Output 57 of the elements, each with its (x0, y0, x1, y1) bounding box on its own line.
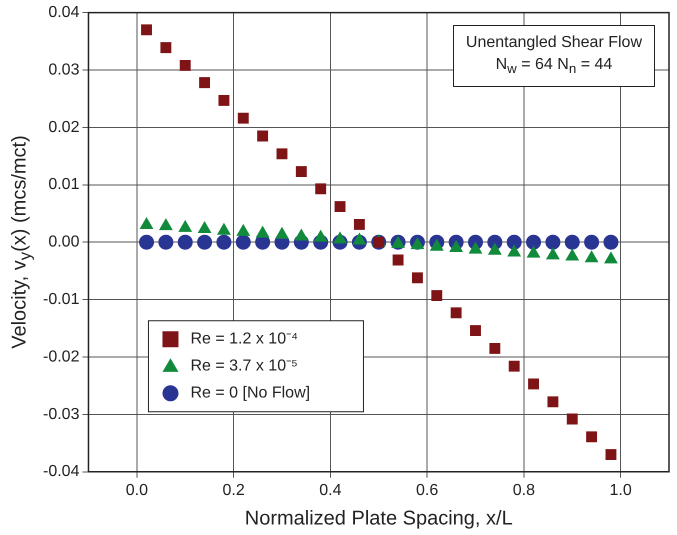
y-tick-label: 0.00 (48, 234, 80, 251)
point (506, 234, 522, 250)
point (180, 60, 191, 71)
point (218, 94, 230, 106)
x-tick-label: 0.4 (319, 482, 342, 499)
point (508, 360, 520, 372)
x-tick-label: 0.2 (222, 482, 245, 499)
point (178, 234, 193, 250)
y-tick-label: 0.03 (48, 61, 80, 78)
point (197, 234, 212, 250)
point (276, 148, 288, 160)
annotation: N$_{w}$ = 64 N$_{n}$ = 44 (494, 54, 614, 78)
point (526, 234, 542, 250)
x-tick-label: 0.6 (416, 482, 438, 499)
point (334, 201, 346, 212)
legend-label: Re = 1.2 x 10⁻⁴ (190, 330, 298, 348)
y-tick-label: -0.01 (43, 291, 80, 308)
point (238, 112, 249, 124)
y-tick-label: -0.02 (43, 348, 80, 366)
point (547, 396, 558, 408)
point (586, 431, 598, 442)
point (257, 130, 268, 142)
point (450, 307, 462, 318)
legend-label: Re = 0 [No Flow] (190, 384, 310, 402)
y-tick-label: 0.02 (48, 118, 80, 136)
y-tick-label: 0.04 (48, 4, 80, 22)
point (605, 449, 616, 460)
point (296, 166, 307, 178)
point (545, 234, 560, 250)
y-tick-label: 0.01 (48, 176, 80, 194)
legend-label: Re = 3.7 x 10⁻⁵ (190, 358, 298, 375)
point (431, 290, 442, 302)
point (199, 77, 210, 88)
point (158, 234, 174, 250)
point (216, 234, 232, 250)
point (236, 234, 251, 250)
x-tick-label: 1.0 (609, 482, 632, 499)
point (489, 342, 500, 354)
point (470, 325, 481, 336)
point (566, 414, 578, 424)
point (412, 272, 423, 284)
point (139, 234, 154, 250)
annotation: Unentangled Shear Flow (466, 32, 642, 53)
point (392, 254, 404, 266)
y-tick-label: -0.04 (43, 463, 80, 480)
x-axis-title: Normalized Plate Spacing, x/L (244, 508, 513, 530)
point (160, 42, 172, 54)
x-tick-label: 0.8 (512, 482, 536, 499)
x-tick-label: 0.0 (126, 482, 148, 499)
point (584, 234, 600, 250)
y-tick-label: -0.03 (43, 406, 80, 423)
point (603, 234, 618, 250)
point (141, 24, 152, 36)
point (528, 378, 539, 390)
point (564, 234, 580, 250)
point (354, 218, 365, 230)
point (315, 183, 326, 194)
